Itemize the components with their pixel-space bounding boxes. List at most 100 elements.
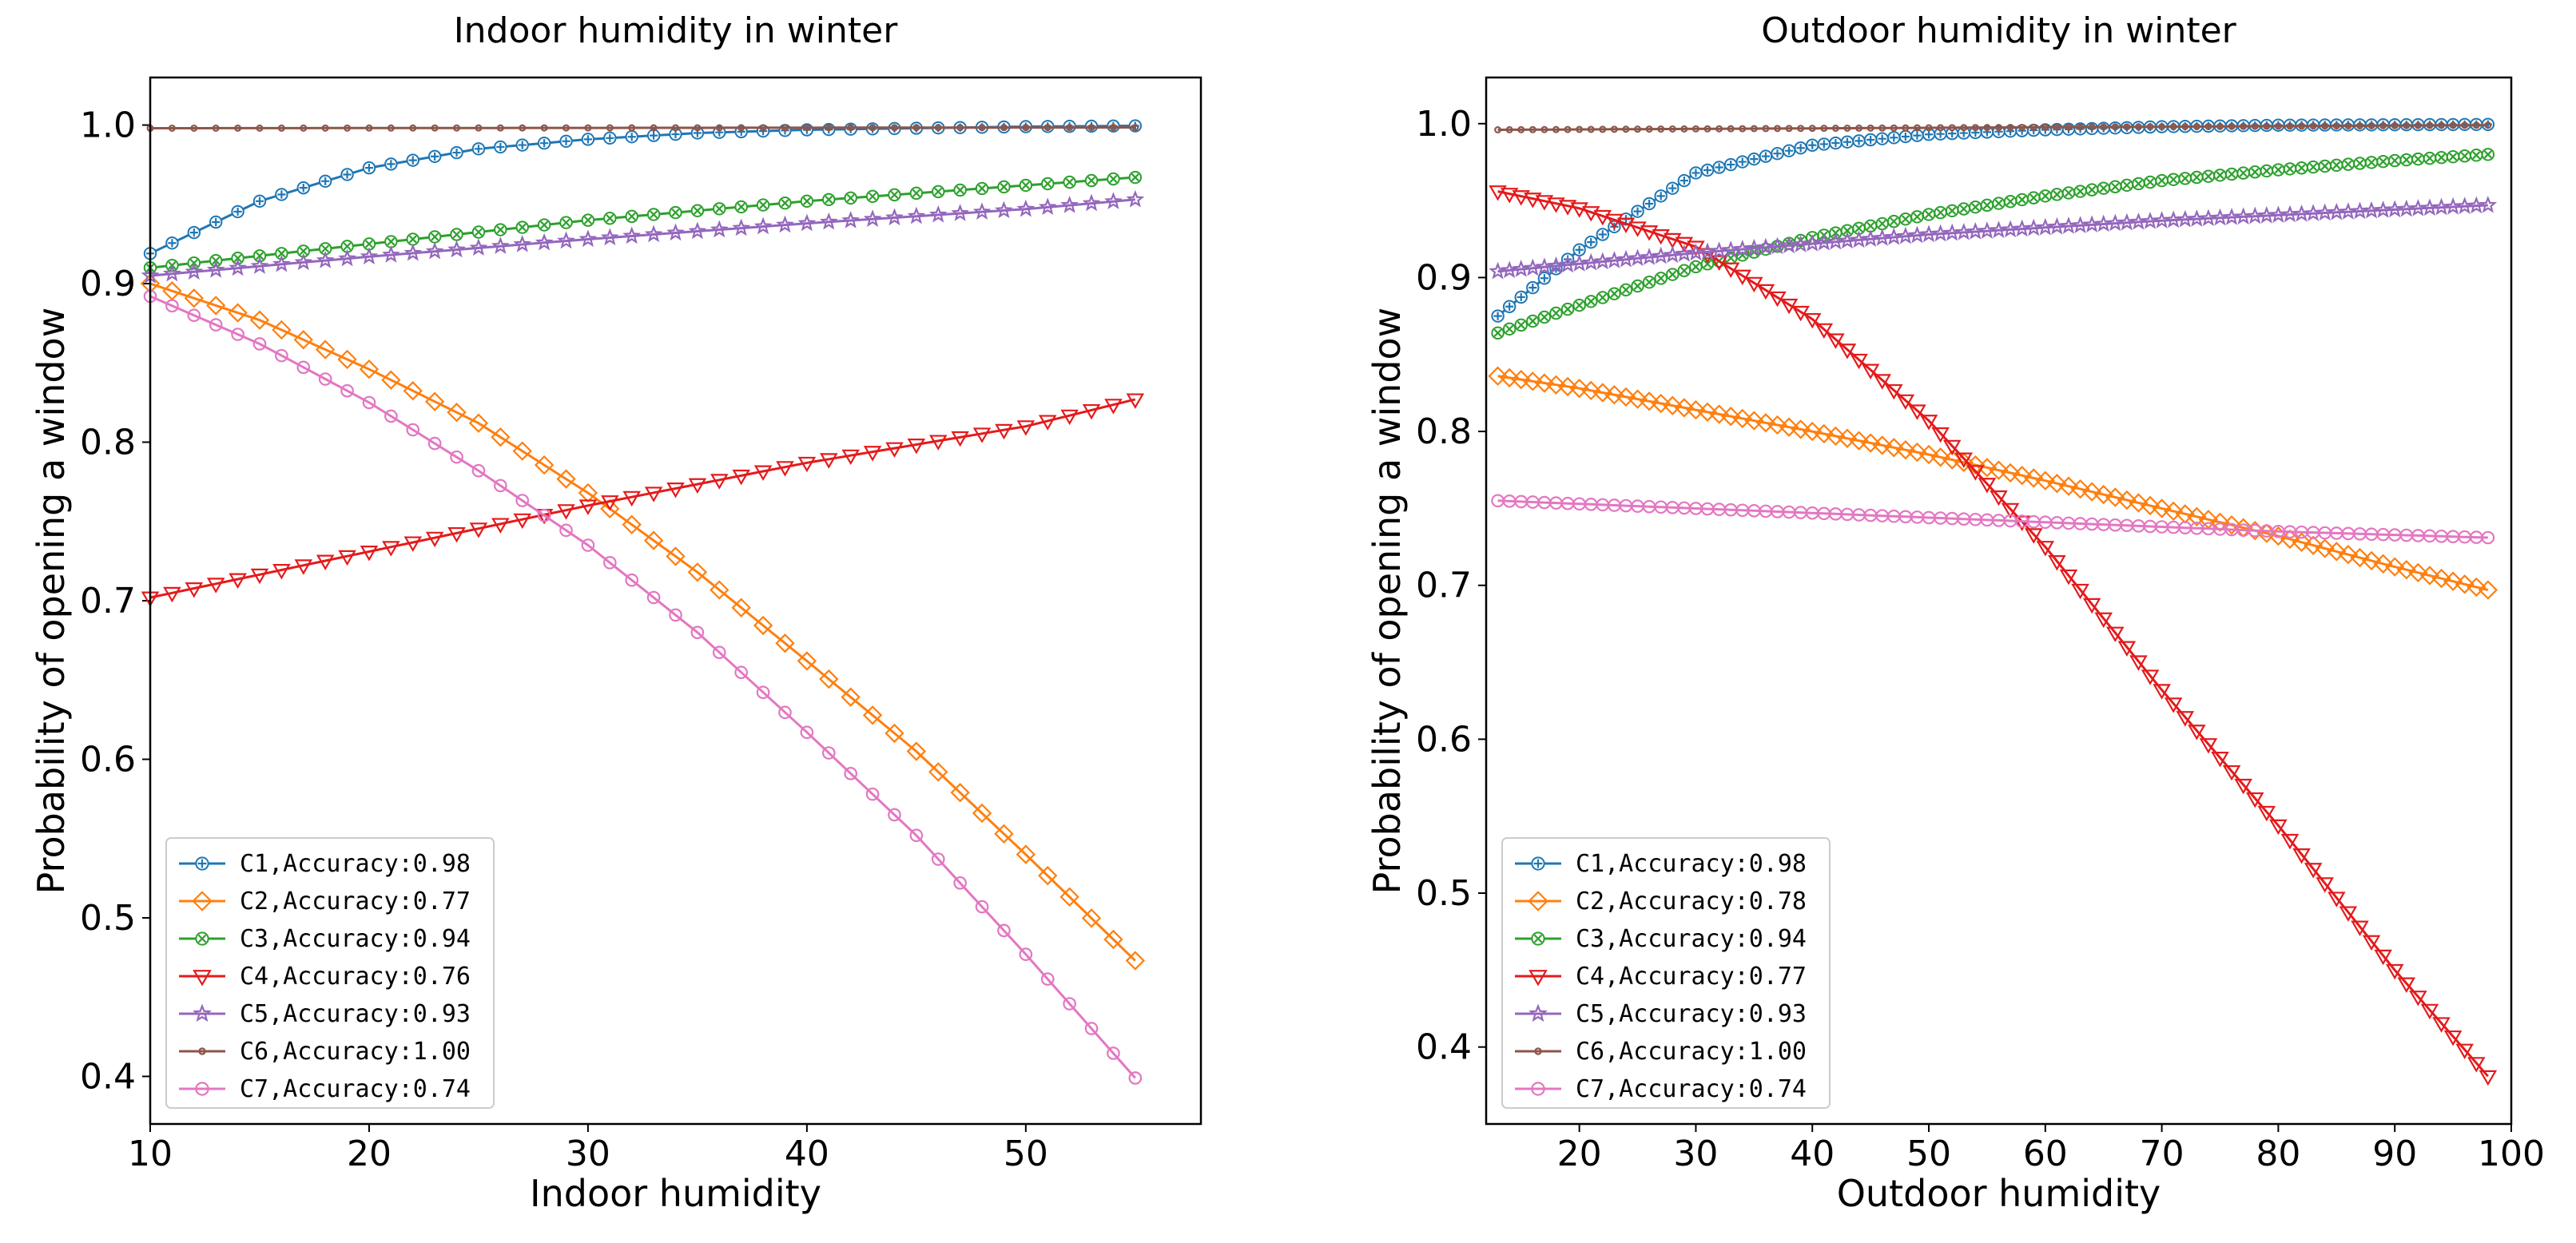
data-point [1584,235,1598,249]
data-point [1978,478,1997,494]
y-tick-label: 0.4 [1416,1027,1472,1068]
data-point [800,194,814,208]
data-point [2192,122,2200,130]
chart-title: Outdoor humidity in winter [1761,10,2236,51]
data-point [2304,863,2323,879]
data-point [234,124,242,132]
data-point [471,225,486,239]
series-line-c4 [149,398,1136,599]
legend-item-c6: C6,Accuracy:1.00 [1515,1038,1807,1066]
data-point [776,461,794,477]
data-point [359,359,380,379]
data-point [1954,452,1974,472]
data-point [2224,167,2239,181]
data-point [318,174,332,189]
x-axis-label: Outdoor humidity [1837,1172,2161,1215]
data-point [1107,172,1120,186]
data-point [252,194,267,208]
data-point [2411,152,2425,166]
data-point [578,483,598,503]
data-point [1855,124,1863,132]
data-point [972,427,992,443]
data-point [384,409,398,423]
data-point [1631,205,1644,218]
legend-label: C6,Accuracy:1.00 [1576,1038,1807,1066]
data-point [820,453,838,469]
data-point [1596,228,1610,241]
data-point [1680,125,1688,133]
legend-marker [195,931,209,946]
y-tick-label: 0.9 [80,264,136,304]
data-point [1785,125,1793,133]
data-point [1668,125,1676,133]
data-point [690,204,705,217]
data-point [666,223,685,241]
data-point [2085,183,2099,197]
data-point [2111,123,2119,131]
data-point [187,308,201,323]
data-point [822,193,836,207]
legend-box [1501,837,1831,1109]
data-point [1640,225,1659,241]
data-point [1599,125,1607,133]
data-point [625,130,638,144]
data-point [1814,423,1834,444]
y-axis-label: Probability of opening a window [30,308,73,895]
data-point [2260,164,2274,178]
data-point [975,899,989,914]
x-tick-label: 80 [2256,1134,2300,1174]
legend-marker [1534,1047,1542,1055]
data-point [1491,326,1505,340]
data-point [863,209,882,227]
data-point [512,441,532,461]
legend-item-c2: C2,Accuracy:0.77 [179,888,471,915]
series-line-c3 [1497,153,2488,335]
data-point [2338,545,2359,565]
data-point [275,247,288,260]
data-point [1860,433,1881,453]
data-point [1902,124,1910,132]
data-point [907,439,926,455]
data-point [841,449,860,466]
data-point [1990,490,2008,506]
data-point [1689,166,1703,180]
data-point [628,124,636,132]
data-point [734,665,749,680]
series-line-c6 [150,126,1135,129]
data-point [1675,236,1694,253]
data-point [1570,202,1588,218]
x-tick-label: 60 [2023,1134,2068,1174]
data-point [468,413,489,433]
data-point [1957,126,1970,140]
data-point [515,138,529,152]
data-point [2409,991,2427,1007]
data-point [2309,122,2317,130]
data-point [2481,530,2495,545]
data-point [1803,421,1823,442]
data-point [1931,427,1950,443]
data-point [581,538,595,552]
data-point [2204,122,2212,130]
series-line-c5 [149,198,1135,277]
data-point [272,254,291,272]
data-point [1631,279,1644,293]
data-point [2435,150,2448,165]
data-point [1549,306,1563,320]
data-point [1517,125,1525,133]
legend-marker [198,1047,206,1055]
data-point [300,124,308,132]
data-point [1942,439,1962,456]
data-point [2385,963,2404,980]
data-point [1727,125,1735,133]
legend-box [165,837,495,1109]
data-point [2213,169,2227,182]
data-point [1016,199,1036,217]
data-point [272,320,292,340]
data-point [2178,172,2192,185]
data-point [1505,125,1513,133]
outdoor-humidity-chart: Outdoor humidity in winter Outdoor humidi… [1366,10,2545,1215]
data-point [844,767,857,780]
data-point [1063,997,1076,1011]
data-point [534,455,555,475]
data-point [406,423,420,437]
